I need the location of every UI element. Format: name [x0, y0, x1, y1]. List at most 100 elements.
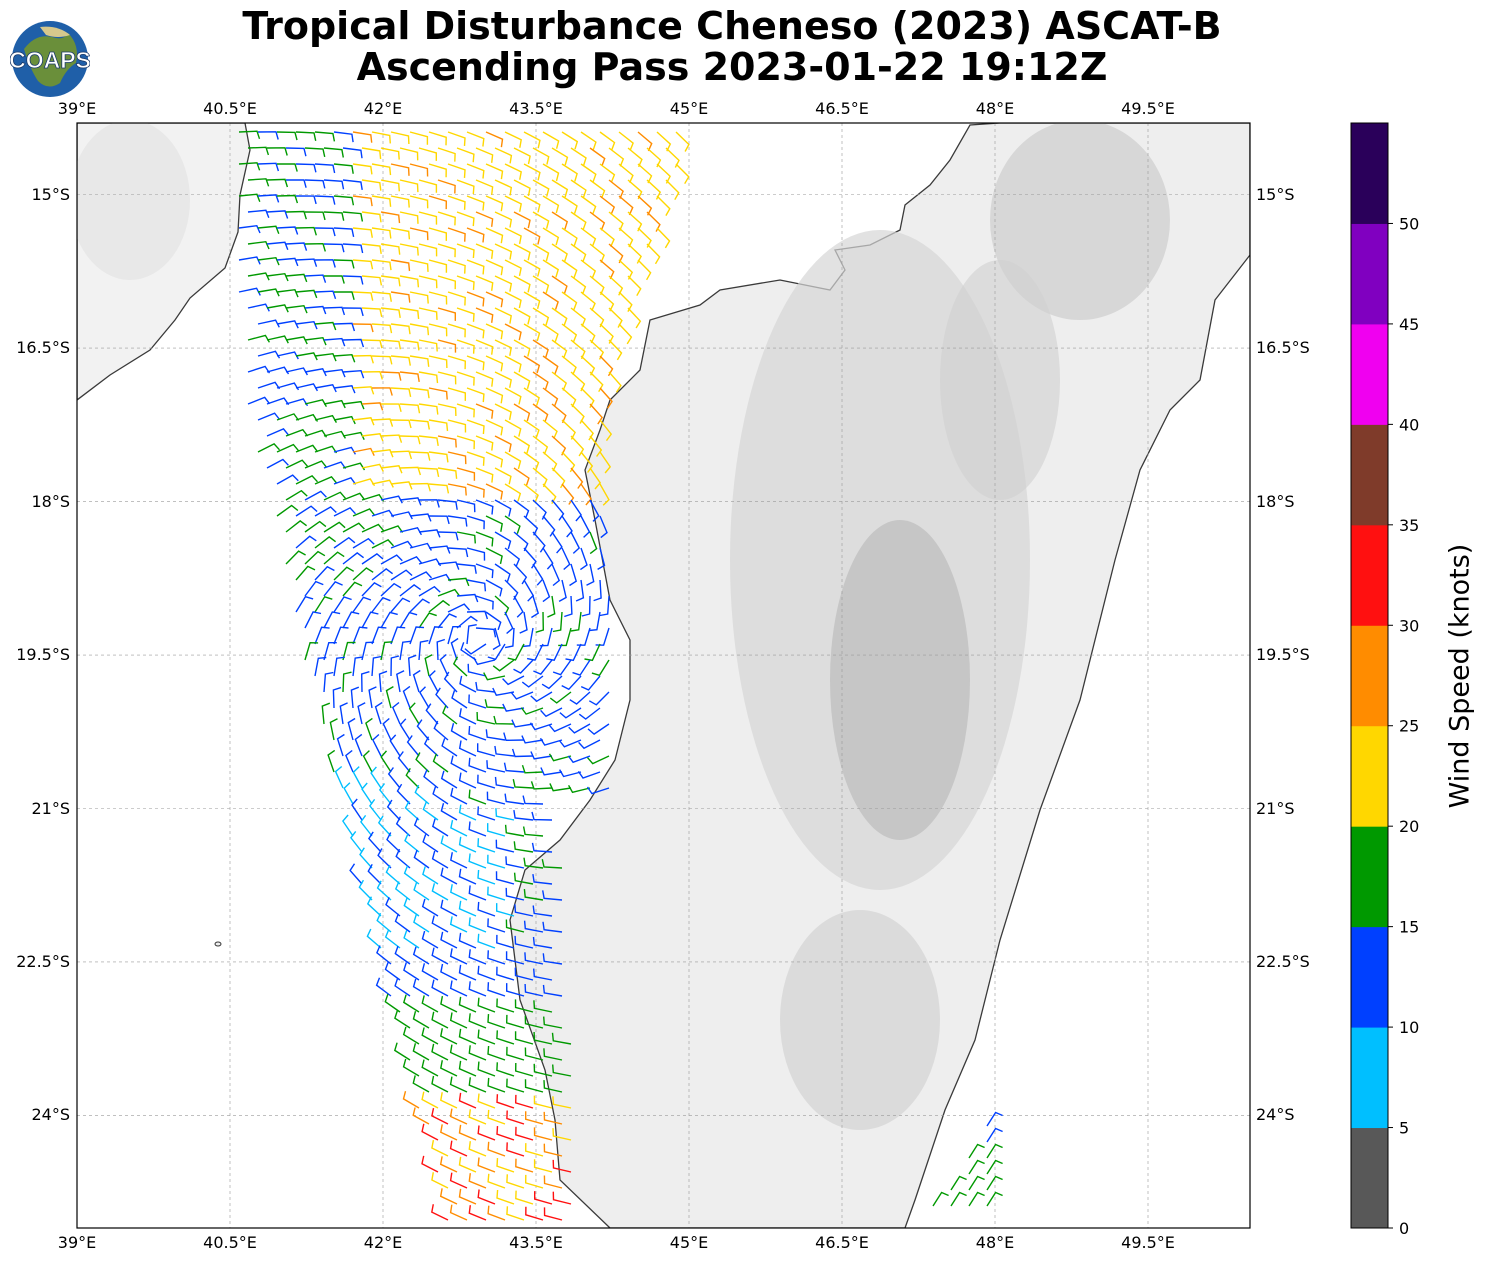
wind-barb — [485, 729, 506, 741]
wind-barb — [505, 919, 525, 933]
wind-barb — [447, 515, 468, 527]
wind-barb — [580, 131, 597, 150]
wind-barb — [504, 419, 522, 437]
wind-barb — [361, 275, 383, 286]
wind-barb — [450, 819, 468, 837]
wind-barb — [561, 355, 577, 375]
wind-barb — [968, 1159, 985, 1175]
wind-barb — [496, 1062, 515, 1077]
wind-barb — [285, 459, 309, 469]
wind-barb — [352, 323, 374, 333]
wind-barb — [333, 536, 356, 549]
wind-barb — [394, 881, 411, 901]
wind-barb — [475, 371, 494, 387]
wind-barb — [524, 1047, 544, 1061]
wind-barb — [342, 338, 365, 348]
wind-barb — [475, 595, 494, 610]
wind-barb — [464, 643, 487, 655]
wind-barb — [485, 611, 502, 631]
wind-barb — [257, 443, 281, 453]
wind-barb — [468, 1141, 487, 1157]
wind-barb — [403, 962, 420, 981]
wind-barb — [458, 996, 477, 1013]
colorbar-tick-label: 20 — [1399, 817, 1419, 836]
wind-barb — [342, 552, 365, 565]
wind-barb — [449, 1204, 468, 1221]
wind-barb — [428, 355, 448, 369]
wind-barb — [460, 642, 477, 661]
lon-tick-top: 46.5°E — [815, 99, 869, 118]
wind-barb — [513, 243, 531, 261]
wind-barb — [414, 784, 430, 805]
wind-barb — [468, 1173, 487, 1189]
wind-barb — [552, 1128, 572, 1141]
wind-barb — [285, 428, 309, 437]
wind-barb — [524, 952, 544, 965]
wind-barb — [506, 1174, 525, 1189]
wind-barb — [314, 656, 327, 677]
wind-barb — [477, 1125, 496, 1141]
wind-barb — [589, 531, 598, 555]
wind-barb — [371, 655, 382, 677]
wind-barb — [477, 743, 496, 757]
wind-barb — [524, 1015, 544, 1029]
wind-barb — [467, 663, 487, 677]
wind-barb — [314, 352, 337, 362]
wind-barb — [507, 643, 525, 661]
wind-barb — [352, 291, 374, 301]
wind-barb — [447, 323, 466, 338]
wind-barb — [504, 131, 522, 148]
wind-barb — [413, 914, 430, 933]
wind-barb — [329, 718, 338, 741]
wind-barb — [456, 467, 476, 481]
wind-barb — [304, 611, 322, 629]
wind-barb — [295, 444, 319, 453]
wind-barb — [561, 259, 578, 279]
wind-barb — [339, 702, 348, 725]
wind-barb — [477, 1157, 496, 1173]
wind-barb — [375, 977, 392, 997]
wind-barb — [523, 131, 541, 149]
wind-barb — [333, 385, 356, 394]
wind-barb — [361, 370, 383, 380]
wind-barb — [412, 946, 430, 965]
wind-barb — [456, 499, 476, 513]
wind-barb — [496, 1030, 515, 1045]
wind-barb — [295, 595, 314, 613]
wind-barb — [524, 1143, 544, 1157]
wind-barb — [581, 595, 591, 617]
wind-barb — [586, 755, 610, 765]
lon-tick-bottom: 42°E — [363, 1233, 403, 1252]
wind-barb — [456, 435, 476, 450]
wind-barb — [475, 307, 494, 323]
wind-barb — [342, 814, 354, 837]
colorbar-tick-label: 15 — [1399, 918, 1419, 937]
wind-barb — [431, 883, 449, 901]
wind-barb — [523, 451, 540, 471]
colorbar-segment — [1351, 123, 1388, 224]
lat-tick-right: 21°S — [1256, 798, 1295, 818]
wind-barb — [428, 545, 451, 554]
wind-barb — [418, 529, 441, 538]
wind-barb — [533, 1159, 553, 1173]
wind-barb — [360, 814, 373, 837]
wind-barb — [503, 762, 525, 773]
wind-barb — [368, 686, 377, 709]
wind-barb — [419, 686, 430, 709]
wind-barb — [370, 766, 382, 789]
wind-barb — [342, 581, 363, 597]
wind-barb — [494, 275, 513, 292]
wind-barb — [475, 403, 494, 419]
wind-barb — [584, 643, 601, 662]
wind-barb — [376, 912, 392, 933]
wind-barb — [485, 227, 504, 244]
wind-barb — [570, 531, 581, 554]
wind-barb — [380, 371, 402, 381]
wind-barb — [551, 147, 569, 166]
wind-barb — [247, 146, 270, 156]
wind-barb — [551, 499, 565, 521]
wind-barb — [477, 1189, 496, 1205]
wind-barb — [637, 163, 653, 184]
wind-barb — [513, 147, 531, 165]
